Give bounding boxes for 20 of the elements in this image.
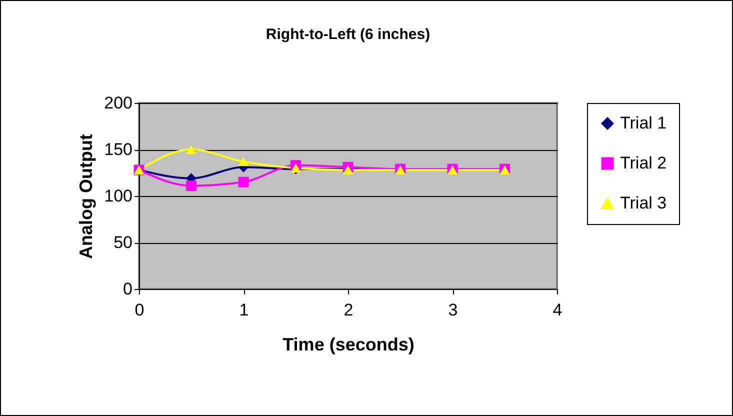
y-tick-label: 200 [104, 94, 132, 112]
x-tick-label: 4 [552, 300, 562, 320]
legend-label: Trial 1 [620, 114, 667, 132]
x-tick-label: 3 [448, 300, 458, 320]
chart-title: Right-to-Left (6 inches) [266, 26, 430, 43]
y-tick-label: 50 [114, 233, 132, 252]
point [186, 180, 196, 192]
x-axis-title: Time (seconds) [282, 334, 414, 354]
point [238, 157, 249, 166]
y-tick-label: 100 [104, 186, 132, 206]
point [186, 144, 196, 154]
x-tick-label: 2 [344, 300, 354, 320]
legend-label: Trial 2 [620, 154, 667, 172]
y-axis-title: Analog Output [76, 134, 96, 259]
legend-label: Trial 3 [620, 194, 667, 212]
point [238, 176, 249, 188]
y-tick-label: 0 [123, 280, 132, 298]
y-tick-label: 150 [104, 140, 132, 159]
x-tick-label: 0 [134, 300, 144, 320]
x-tick-label: 1 [239, 300, 249, 320]
